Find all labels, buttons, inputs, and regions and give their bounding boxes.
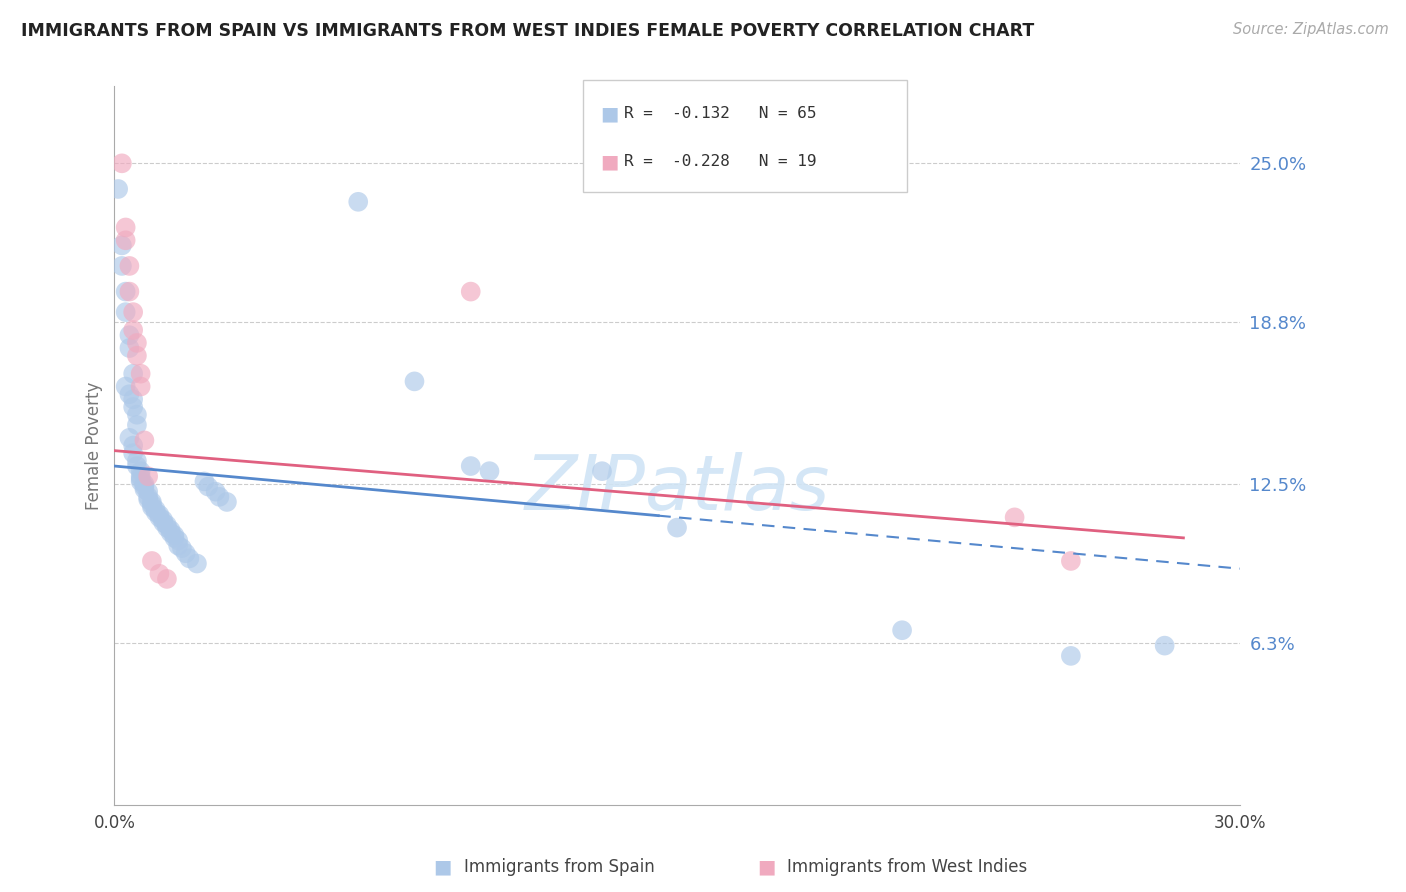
Point [148, 508, 170, 522]
Point [163, 531, 186, 545]
Text: ■: ■ [433, 857, 453, 877]
Point [215, 495, 238, 509]
Point [404, 375, 426, 389]
Point [118, 341, 141, 355]
Point [118, 431, 141, 445]
Point [159, 525, 181, 540]
Point [170, 541, 193, 556]
Point [460, 458, 482, 473]
Point [134, 434, 156, 448]
Point [197, 479, 219, 493]
Point [141, 554, 163, 568]
Point [118, 259, 141, 273]
Point [1060, 554, 1083, 568]
Point [129, 475, 152, 489]
Point [152, 513, 174, 527]
Point [145, 502, 167, 516]
Text: ■: ■ [600, 153, 619, 171]
Text: ZIPatlas: ZIPatlas [524, 451, 830, 525]
Text: Immigrants from Spain: Immigrants from Spain [464, 858, 655, 876]
Point [114, 379, 136, 393]
Point [111, 259, 134, 273]
Point [136, 492, 159, 507]
Point [134, 479, 156, 493]
Point [1153, 639, 1175, 653]
Point [125, 454, 148, 468]
Point [125, 417, 148, 432]
Point [186, 557, 208, 571]
Point [666, 520, 689, 534]
Text: Immigrants from West Indies: Immigrants from West Indies [787, 858, 1028, 876]
Point [179, 551, 201, 566]
Point [156, 520, 179, 534]
Point [114, 233, 136, 247]
Point [134, 482, 156, 496]
Point [141, 498, 163, 512]
Y-axis label: Female Poverty: Female Poverty [86, 382, 103, 509]
Point [174, 546, 197, 560]
Point [148, 510, 170, 524]
Point [1004, 510, 1026, 524]
Point [125, 349, 148, 363]
Text: R =  -0.228   N = 19: R = -0.228 N = 19 [624, 154, 817, 169]
Point [204, 484, 226, 499]
Point [129, 469, 152, 483]
Point [193, 475, 215, 489]
Point [347, 194, 370, 209]
Point [122, 323, 145, 337]
Point [156, 518, 179, 533]
Point [136, 469, 159, 483]
Point [167, 533, 190, 548]
Text: ■: ■ [756, 857, 776, 877]
Point [129, 379, 152, 393]
Point [129, 472, 152, 486]
Text: IMMIGRANTS FROM SPAIN VS IMMIGRANTS FROM WEST INDIES FEMALE POVERTY CORRELATION : IMMIGRANTS FROM SPAIN VS IMMIGRANTS FROM… [21, 22, 1035, 40]
Point [114, 305, 136, 319]
Point [125, 335, 148, 350]
Point [125, 458, 148, 473]
Point [460, 285, 482, 299]
Point [107, 182, 129, 196]
Point [148, 566, 170, 581]
Point [118, 285, 141, 299]
Point [478, 464, 501, 478]
Point [118, 387, 141, 401]
Point [122, 392, 145, 407]
Point [1060, 648, 1083, 663]
Point [118, 328, 141, 343]
Text: Source: ZipAtlas.com: Source: ZipAtlas.com [1233, 22, 1389, 37]
Point [114, 285, 136, 299]
Point [145, 505, 167, 519]
Point [136, 490, 159, 504]
Text: R =  -0.132   N = 65: R = -0.132 N = 65 [624, 106, 817, 121]
Point [208, 490, 231, 504]
Point [122, 400, 145, 414]
Point [163, 528, 186, 542]
Point [122, 438, 145, 452]
Point [114, 220, 136, 235]
Point [152, 516, 174, 530]
Point [591, 464, 613, 478]
Point [141, 500, 163, 514]
Point [125, 408, 148, 422]
Point [159, 523, 181, 537]
Point [129, 367, 152, 381]
Point [111, 156, 134, 170]
Point [122, 305, 145, 319]
Point [156, 572, 179, 586]
Point [122, 446, 145, 460]
Point [136, 484, 159, 499]
Point [134, 477, 156, 491]
Point [122, 367, 145, 381]
Point [167, 539, 190, 553]
Point [129, 464, 152, 478]
Point [141, 495, 163, 509]
Point [111, 238, 134, 252]
Point [891, 624, 914, 638]
Text: ■: ■ [600, 104, 619, 123]
